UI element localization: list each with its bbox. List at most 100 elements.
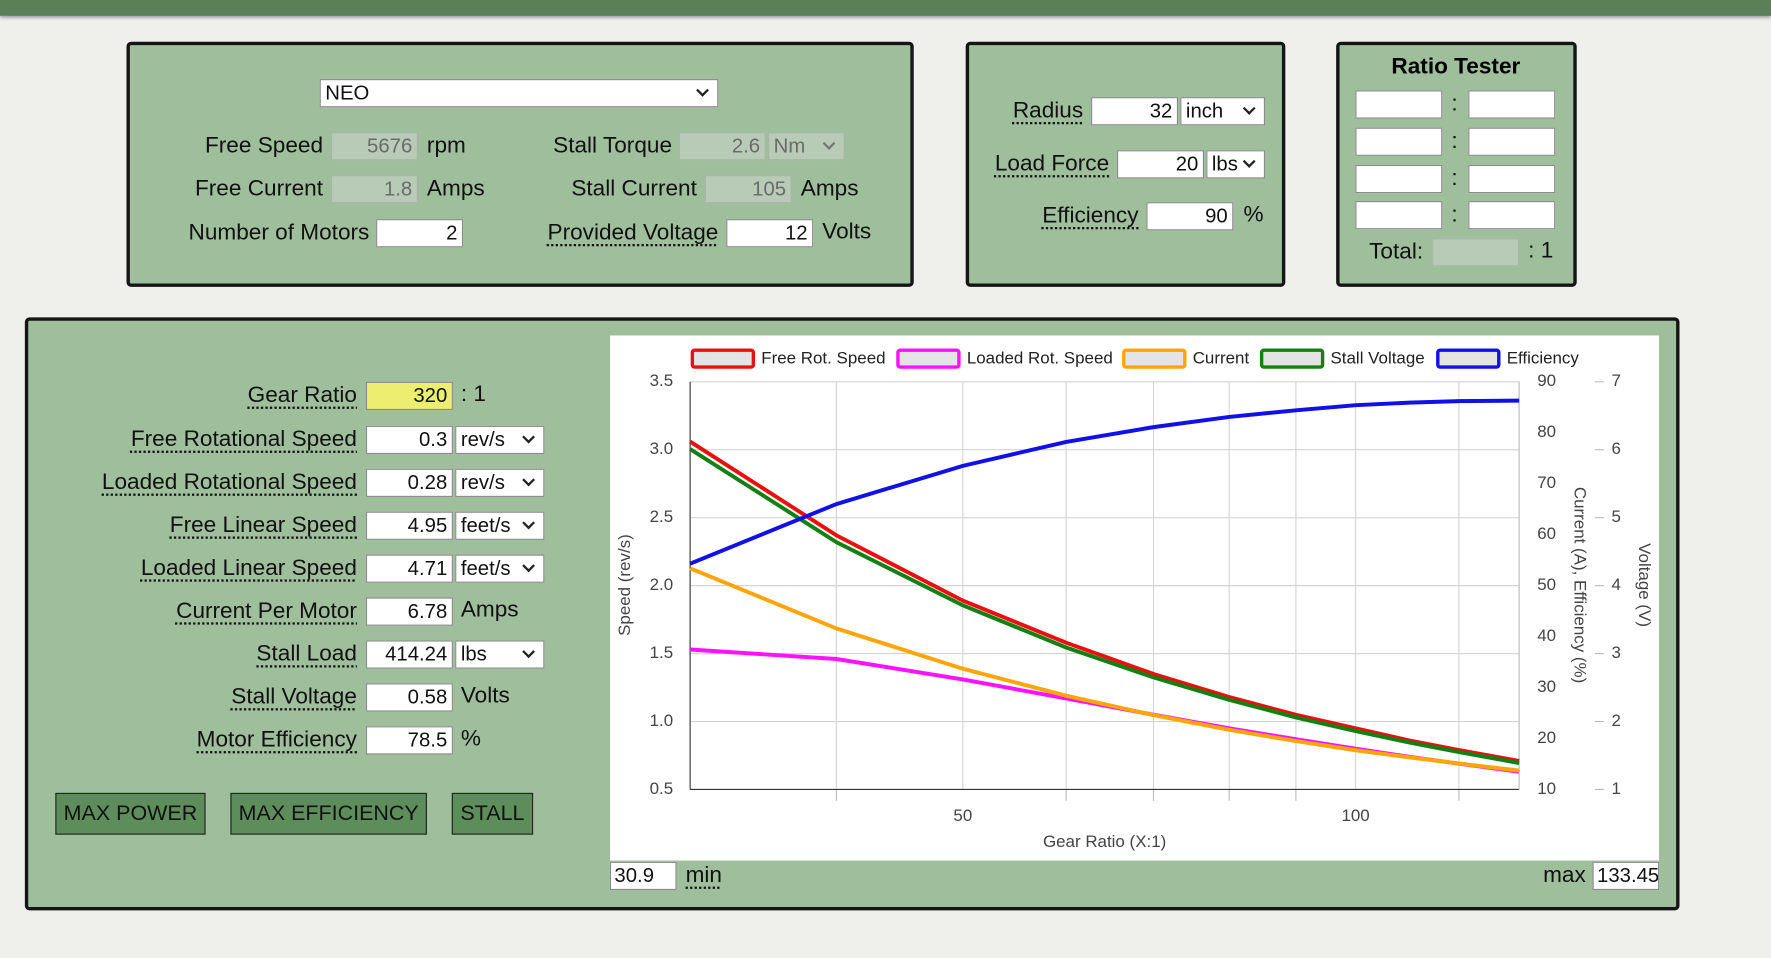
x-tick-label: 100 bbox=[1341, 806, 1369, 825]
unit-label: % bbox=[460, 726, 481, 752]
y2-tick-label: 10 bbox=[1537, 779, 1556, 798]
y2-tick-label: 60 bbox=[1537, 524, 1556, 543]
field-label: Free Speed bbox=[204, 133, 324, 159]
y3-tick-label: 6 bbox=[1612, 439, 1621, 458]
input-field[interactable]: 12 bbox=[726, 219, 814, 248]
legend-swatch bbox=[1122, 348, 1187, 369]
button[interactable]: MAX EFFICIENCY bbox=[230, 792, 427, 835]
dropdown[interactable]: feet/s bbox=[455, 554, 545, 583]
field-label[interactable]: Stall Load bbox=[256, 641, 357, 667]
y-tick-label: 2.5 bbox=[650, 507, 674, 526]
y2-axis-title: Current (A), Efficiency (%) bbox=[1571, 487, 1590, 683]
field-label[interactable]: Gear Ratio bbox=[247, 382, 357, 408]
input-field[interactable] bbox=[1355, 127, 1443, 156]
input-field[interactable]: 2 bbox=[376, 219, 464, 248]
y2-tick-label: 30 bbox=[1537, 677, 1556, 696]
input-field[interactable]: 5676 bbox=[330, 132, 418, 161]
unit-label: Volts bbox=[822, 219, 872, 244]
legend-label: Free Rot. Speed bbox=[761, 349, 885, 368]
input-field[interactable]: 78.5 bbox=[365, 726, 453, 755]
field-label[interactable]: Stall Voltage bbox=[231, 684, 357, 710]
legend-swatch bbox=[690, 348, 756, 369]
legend-label: Loaded Rot. Speed bbox=[967, 349, 1113, 368]
field-label[interactable]: Provided Voltage bbox=[547, 220, 719, 246]
field-label: Stall Torque bbox=[553, 133, 673, 159]
legend-swatch bbox=[896, 348, 961, 369]
input-field[interactable]: 30.9 bbox=[609, 861, 677, 891]
input-field[interactable]: 0.3 bbox=[365, 425, 453, 455]
series-line bbox=[689, 398, 1520, 566]
y3-tick-label: 5 bbox=[1612, 507, 1621, 526]
button[interactable]: STALL bbox=[451, 792, 534, 835]
input-field[interactable] bbox=[1468, 127, 1556, 156]
field-label[interactable]: Current Per Motor bbox=[176, 598, 357, 624]
dropdown[interactable]: lbs bbox=[1206, 150, 1265, 179]
y2-tick-label: 90 bbox=[1537, 371, 1556, 390]
dropdown[interactable]: feet/s bbox=[455, 511, 545, 540]
dropdown[interactable]: Nm bbox=[768, 132, 845, 161]
field-label[interactable]: Loaded Rotational Speed bbox=[101, 469, 357, 495]
field-label[interactable]: Load Force bbox=[994, 151, 1110, 177]
ratio-tester-panel bbox=[1336, 41, 1577, 287]
ratio-tester-title: Ratio Tester bbox=[1391, 54, 1521, 80]
input-field[interactable] bbox=[1468, 164, 1556, 194]
y2-tick-label: 70 bbox=[1537, 473, 1556, 492]
dropdown[interactable]: inch bbox=[1180, 97, 1265, 126]
y-tick-label: 2.0 bbox=[650, 575, 674, 594]
y-tick-label: 1.5 bbox=[650, 643, 674, 662]
y2-tick-label: 50 bbox=[1537, 575, 1556, 594]
dropdown[interactable]: rev/s bbox=[455, 425, 545, 455]
input-field[interactable]: 32 bbox=[1091, 97, 1179, 126]
input-field[interactable]: 2.6 bbox=[678, 132, 766, 161]
unit-label: Amps bbox=[460, 597, 519, 623]
y3-tick-label: 4 bbox=[1612, 575, 1621, 594]
legend-label: Efficiency bbox=[1507, 349, 1580, 368]
unit-label: : bbox=[1451, 128, 1458, 154]
unit-label: : 1 bbox=[460, 381, 486, 407]
field-label[interactable]: Motor Efficiency bbox=[196, 727, 357, 753]
x-axis-title: Gear Ratio (X:1) bbox=[1043, 832, 1166, 851]
unit-label: : 1 bbox=[1528, 238, 1554, 264]
field-label[interactable]: Loaded Linear Speed bbox=[140, 555, 357, 581]
unit-label: min bbox=[685, 862, 722, 888]
y-tick-label: 1.0 bbox=[650, 711, 674, 730]
input-field[interactable] bbox=[1355, 201, 1443, 230]
input-field[interactable] bbox=[1468, 90, 1556, 119]
input-field[interactable]: 0.28 bbox=[365, 468, 453, 497]
field-label[interactable]: Radius bbox=[1012, 98, 1084, 124]
dropdown[interactable]: lbs bbox=[455, 640, 545, 669]
input-field[interactable] bbox=[1355, 164, 1443, 194]
input-field[interactable] bbox=[1355, 90, 1443, 119]
input-field[interactable]: 6.78 bbox=[365, 597, 453, 626]
y2-tick-label: 80 bbox=[1537, 422, 1556, 441]
field-label[interactable]: Free Linear Speed bbox=[169, 512, 357, 538]
field-label: Free Current bbox=[194, 176, 324, 202]
y3-tick-label: 1 bbox=[1612, 779, 1621, 798]
input-field[interactable]: 414.24 bbox=[365, 640, 453, 669]
unit-label: : bbox=[1451, 91, 1458, 117]
dropdown[interactable]: NEO bbox=[319, 79, 719, 108]
input-field[interactable]: 4.71 bbox=[365, 554, 453, 583]
chart-background bbox=[609, 335, 1660, 861]
input-field[interactable]: 1.8 bbox=[330, 175, 418, 204]
input-field[interactable]: 133.45 bbox=[1592, 861, 1660, 891]
unit-label: Amps bbox=[800, 176, 859, 202]
button[interactable]: MAX POWER bbox=[55, 792, 206, 835]
input-field[interactable]: 20 bbox=[1117, 150, 1205, 179]
input-field[interactable] bbox=[1468, 201, 1556, 230]
legend-label: Current bbox=[1193, 349, 1250, 368]
y-tick-label: 3.5 bbox=[650, 371, 674, 390]
y3-tick-label: 2 bbox=[1612, 711, 1621, 730]
field-label[interactable]: Free Rotational Speed bbox=[130, 426, 357, 452]
legend-swatch bbox=[1259, 348, 1325, 369]
field-label: max bbox=[1543, 862, 1586, 888]
input-field[interactable]: 90 bbox=[1146, 202, 1234, 231]
field-label[interactable]: Efficiency bbox=[1042, 203, 1139, 229]
dropdown[interactable]: rev/s bbox=[455, 468, 545, 497]
input-field[interactable]: 105 bbox=[704, 175, 792, 204]
input-field[interactable]: 0.58 bbox=[365, 683, 453, 712]
input-field[interactable]: 320 bbox=[365, 381, 453, 410]
input-field[interactable]: 4.95 bbox=[365, 511, 453, 540]
input-field[interactable] bbox=[1432, 238, 1520, 267]
